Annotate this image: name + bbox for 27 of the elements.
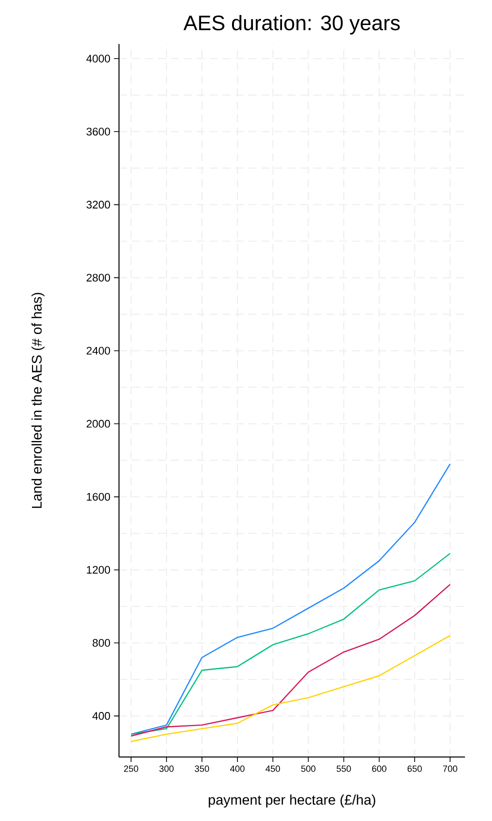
line-series	[130, 552, 451, 735]
y-axis-title: Land enrolled in the AES (# of has)	[31, 292, 44, 508]
y-tick-label: 800	[92, 639, 110, 647]
y-tick-label: 2800	[86, 274, 110, 282]
x-tick-label: 450	[266, 766, 280, 772]
line-series	[130, 584, 451, 737]
x-axis-title: payment per hectare (£/ha)	[208, 794, 376, 808]
y-tick-label: 4000	[86, 54, 110, 62]
y-tick-label: 400	[92, 712, 110, 720]
y-tick-label: 2000	[86, 420, 110, 428]
x-tick-label: 600	[372, 766, 386, 772]
x-tick-label: 700	[443, 766, 458, 772]
chart-title: AES duration: 30 years	[184, 15, 400, 34]
x-tick-label: 550	[336, 766, 351, 772]
x-tick-label: 300	[159, 766, 174, 772]
y-tick-label: 3200	[86, 200, 110, 209]
line-series	[130, 463, 451, 735]
x-tick-label: 350	[194, 766, 210, 772]
y-tick-label: 3600	[86, 128, 110, 136]
x-tick-label: 400	[230, 766, 245, 772]
y-tick-label: 2400	[86, 346, 110, 355]
x-tick-label: 650	[408, 766, 422, 772]
line-series	[130, 634, 451, 742]
x-tick-label: 500	[301, 766, 316, 772]
y-tick-label: 1600	[86, 492, 110, 501]
y-tick-label: 1200	[86, 566, 110, 574]
x-tick-label: 250	[124, 766, 138, 772]
